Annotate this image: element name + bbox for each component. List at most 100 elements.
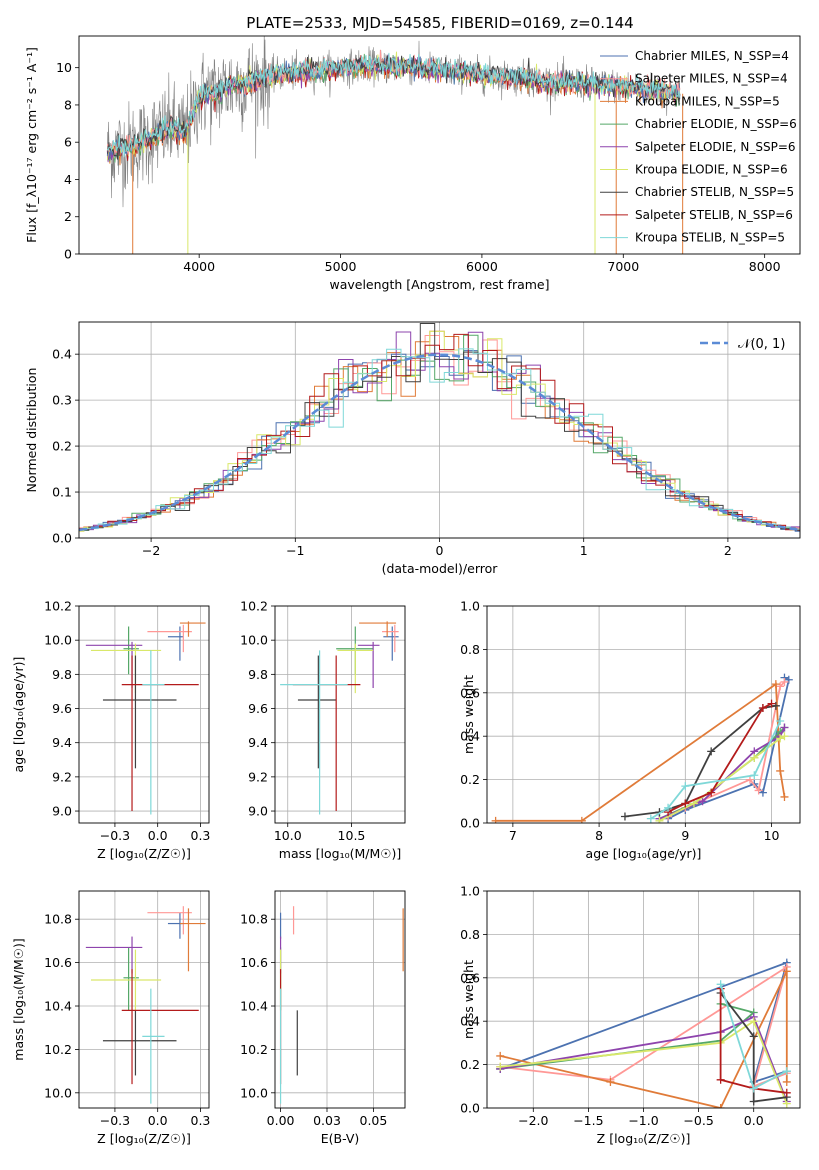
x-axis-label: age [log₁₀(age/yr)] [586, 846, 702, 861]
axes-frame [78, 605, 210, 824]
legend-label: Salpeter STELIB, N_SSP=6 [635, 208, 793, 222]
y-tick-label: 0.1 [52, 485, 72, 500]
x-axis-label: Z [log₁₀(Z/Z☉)] [597, 1131, 691, 1146]
data-point [782, 1077, 791, 1086]
series-line [650, 720, 782, 820]
data-point [780, 792, 789, 801]
y-tick-label: 0.0 [460, 816, 480, 831]
x-tick-label: 7 [509, 828, 517, 843]
panel-massweight-vs-age: 7 8 9 10 0.0 0.2 0.4 0.6 0.8 1.0 age [log₁₀(age/yr… [460, 599, 801, 861]
y-tick-label: 10 [56, 60, 72, 75]
x-tick-label: 0.0 [148, 1113, 168, 1128]
y-tick-label: 0.6 [460, 970, 480, 985]
data-point [784, 675, 793, 684]
data-point [716, 1075, 725, 1084]
data-point [491, 816, 500, 823]
grid [275, 605, 405, 823]
y-tick-label: 6 [64, 135, 72, 150]
series-line [499, 961, 789, 1084]
plot-area [280, 621, 399, 815]
data-point [496, 1051, 505, 1060]
y-tick-label: 0.2 [460, 1057, 480, 1072]
legend-label: Chabrier MILES, N_SSP=4 [635, 49, 789, 63]
x-tick-label: 0.03 [313, 1113, 341, 1128]
x-tick-label: 8 [595, 828, 603, 843]
grid [275, 891, 405, 1108]
x-tick-label: −2.0 [518, 1113, 548, 1128]
x-tick-label: 0.3 [191, 828, 211, 843]
plot-area [79, 323, 800, 533]
figure-title: PLATE=2533, MJD=54585, FIBERID=0169, z=0… [246, 14, 633, 32]
data-point [771, 701, 780, 710]
legend-label: Kroupa STELIB, N_SSP=5 [635, 231, 785, 245]
data-point [754, 786, 763, 795]
data-point [776, 734, 785, 743]
y-tick-label: 0.3 [52, 393, 72, 408]
plot-area [496, 958, 791, 1108]
data-point [750, 753, 759, 762]
data-point [749, 1017, 758, 1026]
panel-mass-vs-ebv: 0.00 0.03 0.05 10.0 10.2 10.4 10.6 10.8 E(B-V) [240, 890, 406, 1146]
axes-frame [78, 890, 210, 1109]
panel-age-vs-Z: −0.3 0.0 0.3 9.0 9.2 9.4 9.6 9.8 10.0 10.2 Z [log₁… [11, 599, 210, 862]
grid [79, 891, 209, 1108]
data-point [780, 677, 789, 686]
x-axis-label: (data-model)/error [382, 561, 499, 576]
y-tick-label: 1.0 [460, 599, 480, 614]
x-axis-label: E(B-V) [321, 1131, 360, 1146]
x-tick-label: −0.5 [683, 1113, 713, 1128]
data-point [716, 1104, 725, 1108]
plot-area [279, 906, 404, 1104]
data-point [646, 814, 655, 823]
y-tick-label: 0.2 [460, 772, 480, 787]
y-tick-label: 0.4 [460, 1014, 480, 1029]
x-tick-label: 5000 [325, 259, 357, 274]
y-tick-label: 0.0 [460, 1101, 480, 1116]
data-point [780, 732, 789, 741]
panel-age-vs-mass: 10.0 10.5 9.0 9.2 9.4 9.6 9.8 10.0 10.2 mass [log… [240, 599, 406, 861]
data-point [698, 797, 707, 806]
x-tick-label: 10.5 [338, 828, 366, 843]
y-axis-label: mass weight [461, 960, 476, 1039]
panel-spectrum: 4000 5000 6000 7000 8000 0 2 4 6 8 10 wavelength [A… [24, 35, 801, 292]
data-point [771, 680, 780, 689]
series-line [495, 682, 786, 822]
y-axis-label: age [log₁₀(age/yr)] [11, 657, 26, 773]
grid [487, 605, 800, 824]
legend-label: Kroupa MILES, N_SSP=5 [635, 94, 780, 108]
data-point [749, 1032, 758, 1041]
data-point [750, 771, 759, 780]
x-tick-label: −2 [142, 543, 160, 558]
plot-area [106, 36, 684, 254]
x-tick-label: 8000 [749, 259, 781, 274]
x-axis-label: Z [log₁₀(Z/Z☉)] [97, 1131, 191, 1146]
data-point [655, 816, 664, 823]
data-point [707, 788, 716, 797]
series-line [719, 992, 787, 1103]
y-tick-label: 9.2 [52, 769, 72, 784]
y-tick-label: 2 [64, 209, 72, 224]
panel-massweight-vs-Z: −2.0 −1.5 −1.0 −0.5 0.0 0.0 0.2 0.4 0.6 0.8 1.0 Z [… [460, 884, 801, 1146]
y-tick-label: 4 [64, 172, 72, 187]
y-tick-label: 10.0 [44, 633, 72, 648]
data-point [758, 788, 767, 797]
histogram-series [79, 348, 800, 530]
x-tick-label: −1.0 [628, 1113, 658, 1128]
y-tick-label: 0.8 [460, 642, 480, 657]
legend-label: Salpeter MILES, N_SSP=4 [635, 72, 788, 86]
series-line [719, 988, 787, 1094]
data-point [606, 1077, 615, 1086]
y-tick-label: 0.4 [52, 347, 72, 362]
x-tick-label: 9 [681, 828, 689, 843]
data-point [776, 766, 785, 775]
y-tick-label: 0.6 [460, 685, 480, 700]
data-point [745, 775, 754, 784]
legend-label: Chabrier STELIB, N_SSP=5 [635, 185, 794, 199]
gaussian-curve [79, 353, 800, 532]
data-point [782, 1088, 791, 1097]
y-tick-label: 10.0 [240, 633, 268, 648]
x-axis-label: mass [log₁₀(M/M☉)] [279, 846, 401, 861]
series-line [500, 1002, 756, 1070]
y-tick-label: 0.2 [52, 439, 72, 454]
